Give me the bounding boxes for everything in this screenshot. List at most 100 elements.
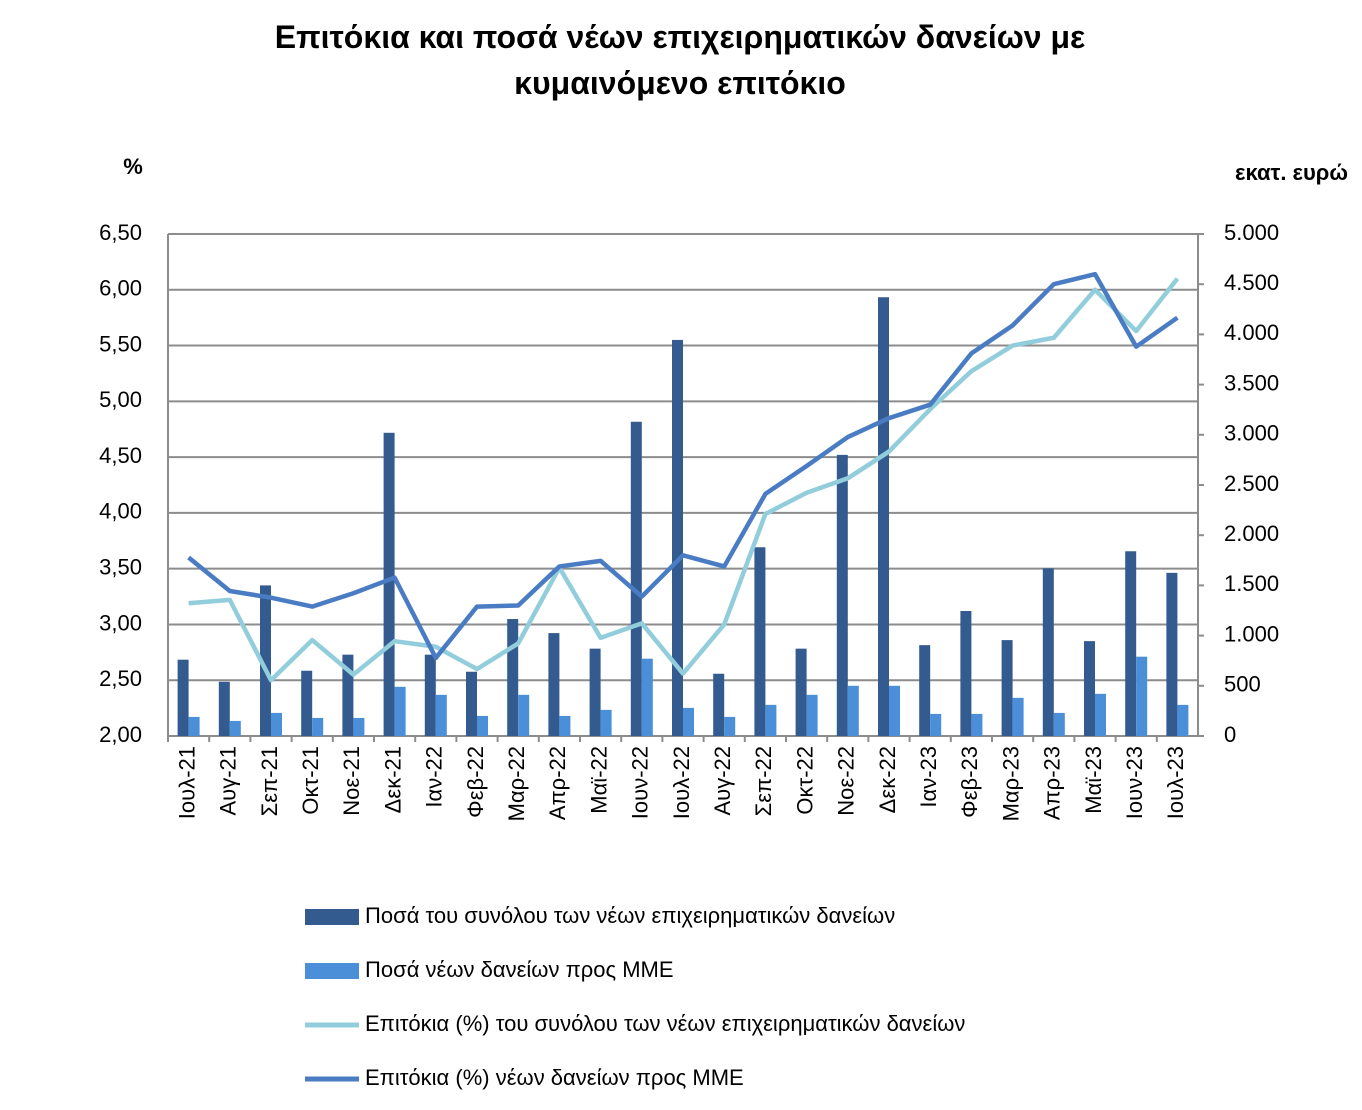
- bar: [847, 685, 859, 736]
- y-tick-label: 2,00: [99, 722, 142, 747]
- y-tick-label: 6,50: [99, 220, 142, 245]
- bar: [271, 712, 282, 736]
- bar: [1166, 572, 1178, 736]
- y2-tick-label: 1.500: [1224, 571, 1279, 596]
- y-tick-label: 4,50: [99, 443, 142, 468]
- x-tick-label: Φεβ-23: [957, 746, 982, 818]
- bar: [1084, 641, 1095, 736]
- x-tick-label: Ιουλ-23: [1163, 746, 1188, 819]
- x-tick-label: Δεκ-22: [875, 746, 900, 813]
- x-tick-label: Οκτ-21: [298, 746, 323, 815]
- y-tick-label: 3,00: [99, 610, 142, 635]
- bar: [836, 454, 848, 736]
- bar: [394, 686, 406, 736]
- y-tick-label: 6,00: [99, 276, 142, 301]
- bar: [518, 694, 530, 736]
- bar: [600, 709, 612, 736]
- legend-label: Επιτόκια (%) νέων δανείων προς ΜΜΕ: [365, 1065, 744, 1090]
- x-tick-label: Αυγ-21: [216, 746, 241, 816]
- bar: [548, 633, 560, 736]
- bar: [806, 694, 818, 736]
- legend-label: Ποσά νέων δανείων προς ΜΜΕ: [365, 957, 674, 982]
- x-tick-label: Ιουν-22: [628, 746, 653, 819]
- y2-tick-label: 2.500: [1224, 471, 1279, 496]
- bar: [724, 716, 736, 736]
- bar: [889, 685, 900, 736]
- y2-tick-label: 0: [1224, 722, 1236, 747]
- x-tick-label: Φεβ-22: [463, 746, 488, 818]
- x-tick-label: Σεπ-22: [751, 746, 776, 816]
- x-tick-label: Νοε-22: [834, 746, 859, 816]
- bar: [919, 645, 931, 736]
- bar: [229, 720, 241, 736]
- bar: [1042, 568, 1054, 736]
- bar: [630, 421, 642, 736]
- y-tick-label: 3,50: [99, 554, 142, 579]
- x-tick-label: Νοε-21: [339, 746, 364, 816]
- bar: [177, 659, 189, 736]
- bar: [312, 717, 324, 736]
- bar: [795, 648, 807, 736]
- bar: [424, 654, 436, 736]
- y2-tick-label: 3.000: [1224, 421, 1279, 446]
- bar: [353, 717, 365, 736]
- y-tick-label: 5,50: [99, 331, 142, 356]
- x-tick-label: Ιουλ-21: [174, 746, 199, 819]
- bar: [589, 648, 601, 736]
- x-tick-label: Ιαν-23: [916, 746, 941, 808]
- bar: [507, 619, 519, 736]
- bar: [301, 670, 313, 736]
- x-tick-label: Ιαν-22: [422, 746, 447, 808]
- chart-title: Επιτόκια και ποσά νέων επιχειρηματικών δ…: [274, 19, 1086, 101]
- y2-tick-label: 500: [1224, 672, 1261, 697]
- bar: [960, 611, 972, 736]
- bar: [435, 694, 447, 736]
- bar: [1053, 712, 1065, 736]
- x-tick-label: Αυγ-22: [710, 746, 735, 816]
- bar: [765, 704, 777, 736]
- bar: [878, 297, 889, 736]
- bar: [466, 671, 477, 736]
- bar: [1136, 656, 1148, 736]
- x-tick-label: Δεκ-21: [380, 746, 405, 813]
- legend-label: Ποσά του συνόλου των νέων επιχειρηματικώ…: [365, 903, 895, 928]
- bar: [1095, 693, 1106, 736]
- x-tick-label: Μαϊ-23: [1081, 746, 1106, 814]
- bar: [683, 707, 694, 736]
- bar: [1125, 551, 1137, 736]
- bar: [930, 713, 942, 736]
- x-tick-label: Απρ-22: [545, 746, 570, 820]
- bar: [342, 654, 354, 736]
- bar: [383, 432, 395, 736]
- bar: [188, 716, 200, 736]
- bar: [477, 715, 488, 736]
- line: [187, 271, 1179, 661]
- bar: [559, 715, 571, 736]
- legend-swatch: [305, 909, 359, 925]
- bar: [754, 547, 766, 736]
- x-tick-label: Μαρ-22: [504, 746, 529, 821]
- x-tick-label: Ιουλ-22: [669, 746, 694, 819]
- x-tick-label: Οκτ-22: [792, 746, 817, 815]
- bar: [1177, 704, 1189, 736]
- line: [188, 277, 1180, 683]
- bar: [641, 658, 653, 736]
- y2-tick-label: 5.000: [1224, 220, 1279, 245]
- x-tick-label: Ιουν-23: [1122, 746, 1147, 819]
- bar: [1012, 697, 1024, 736]
- x-tick-label: Απρ-23: [1040, 746, 1065, 820]
- bar: [971, 713, 983, 736]
- legend-swatch: [305, 963, 359, 979]
- bar: [1001, 640, 1013, 736]
- y-tick-label: 2,50: [99, 666, 142, 691]
- y-tick-label: 5,00: [99, 387, 142, 412]
- bar: [672, 339, 683, 736]
- bar: [260, 585, 271, 736]
- bar: [713, 673, 725, 736]
- y2-tick-label: 2.000: [1224, 521, 1279, 546]
- bar: [218, 681, 230, 736]
- y-tick-label: 4,00: [99, 499, 142, 524]
- y2-tick-label: 3.500: [1224, 370, 1279, 395]
